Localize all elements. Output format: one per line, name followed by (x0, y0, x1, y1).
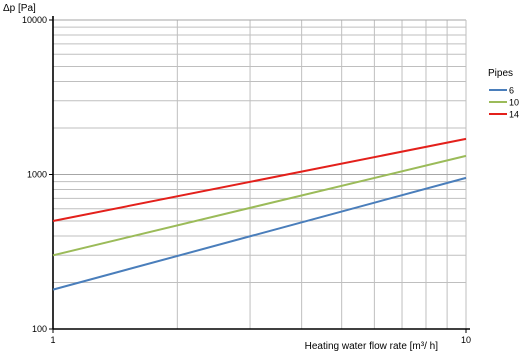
x-tick-label: 1 (50, 335, 55, 345)
x-axis-label: Heating water flow rate [m³/ h] (305, 341, 439, 352)
legend-label-6: 6 (509, 86, 514, 96)
legend-title: Pipes (488, 68, 513, 79)
legend: Pipes 6 10 14 (488, 68, 519, 120)
y-tick-label: 100 (32, 324, 47, 334)
series-line-10 (52, 154, 467, 257)
legend-label-10: 10 (509, 98, 519, 108)
legend-label-14: 14 (509, 110, 519, 120)
y-axis-label: Δp [Pa] (3, 3, 36, 14)
x-tick-label: 10 (461, 335, 471, 345)
y-tick-label: 10000 (22, 15, 47, 25)
y-tick-label: 1000 (27, 170, 47, 180)
series-line-6 (52, 176, 467, 291)
series-line-14 (52, 137, 467, 222)
